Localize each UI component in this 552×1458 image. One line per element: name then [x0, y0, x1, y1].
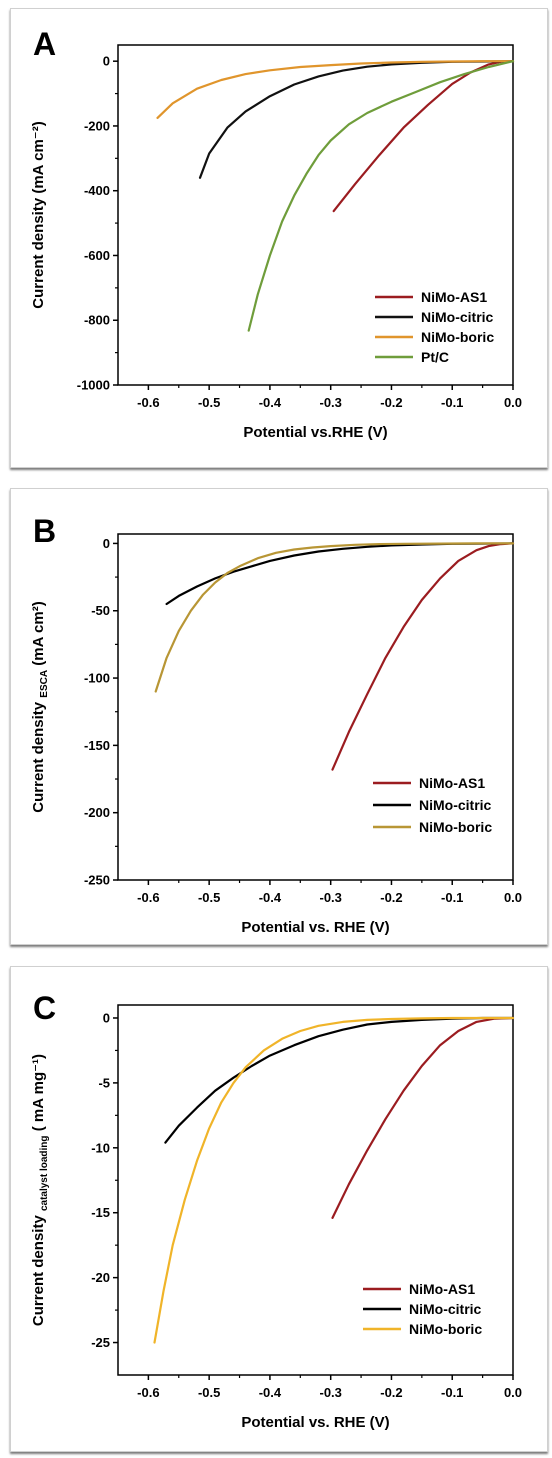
panel-a-x-tick-label: -0.3: [319, 395, 341, 410]
panel-a-x-tick-label: -0.4: [259, 395, 282, 410]
panel-c-x-tick-label: -0.4: [259, 1385, 282, 1400]
panel-a-legend-label-3: Pt/C: [421, 349, 449, 365]
panel-a-card: A -0.6 -0.5 -0.4 -0.3 -0.2 -0.1 0.0 0 -200 -400 -60…: [10, 8, 548, 468]
panel-c-y-axis-title: Current density catalyst loading ( mA mg…: [30, 1054, 50, 1326]
panel-b-y-tick-label: -250: [84, 873, 110, 888]
panel-a-y-tick-label: -200: [84, 118, 110, 133]
panel-c-chart: C -0.6 -0.5 -0.4 -0.3 -0.2 -0.1 0.0 0 -5 -10 -15 -20…: [30, 990, 522, 1431]
panel-b-series-line-0: [331, 542, 515, 771]
panel-c-x-tick-label: -0.5: [198, 1385, 220, 1400]
panel-a-y-tick-label: -400: [84, 183, 110, 198]
panel-c-x-tick-label: -0.3: [319, 1385, 341, 1400]
panel-c-y-tick-label: -20: [91, 1270, 110, 1285]
panel-b-plot-frame: [117, 533, 514, 881]
panel-c-legend-label-1: NiMo-citric: [409, 1301, 482, 1317]
panel-a-y-tick-label: -600: [84, 248, 110, 263]
panel-c-series-line-0: [331, 1016, 515, 1219]
panel-a-y-tick-label: 0: [103, 54, 110, 69]
panel-b-card: B -0.6 -0.5 -0.4 -0.3 -0.2 -0.1 0.0 0 -50 -100 -150…: [10, 488, 548, 945]
panel-b-legend-label-1: NiMo-citric: [419, 797, 492, 813]
panel-c-x-axis-title: Potential vs. RHE (V): [241, 1414, 389, 1431]
panel-a-series-line-2: [156, 60, 515, 120]
panel-b-y-tick-label: -50: [91, 603, 110, 618]
panel-b-y-tick-label: -100: [84, 671, 110, 686]
panel-b-x-tick-label: -0.2: [380, 890, 402, 905]
panel-c-x-tick-label: -0.6: [137, 1385, 159, 1400]
panel-a-legend-label-1: NiMo-citric: [421, 309, 494, 325]
panel-a-legend-label-0: NiMo-AS1: [421, 289, 487, 305]
panel-c-letter: C: [33, 990, 56, 1026]
panel-b-x-tick-label: -0.6: [137, 890, 159, 905]
panel-a-chart: A -0.6 -0.5 -0.4 -0.3 -0.2 -0.1 0.0 0 -200 -400 -60…: [30, 26, 522, 441]
panel-c-y-tick-label: -25: [91, 1335, 110, 1350]
panel-b-legend-label-2: NiMo-boric: [419, 819, 492, 835]
panel-b-y-tick-label: -150: [84, 738, 110, 753]
panel-b-y-tick-label: -200: [84, 805, 110, 820]
panel-b-y-tick-label: 0: [103, 536, 110, 551]
panel-c-legend-label-0: NiMo-AS1: [409, 1281, 475, 1297]
panel-b-x-tick-label: -0.3: [319, 890, 341, 905]
panel-b-legend-label-0: NiMo-AS1: [419, 775, 485, 791]
panel-a-x-tick-label: -0.2: [380, 395, 402, 410]
panel-c-y-tick-label: -10: [91, 1140, 110, 1155]
panel-a-series-line-3: [247, 60, 515, 332]
panel-c-y-tick-label: -5: [98, 1075, 110, 1090]
panel-a-y-axis-title: Current density (mA cm⁻²): [30, 121, 47, 308]
panel-a-legend-label-2: NiMo-boric: [421, 329, 494, 345]
panel-a-y-tick-label: -800: [84, 313, 110, 328]
panel-a-x-tick-label: -0.1: [441, 395, 463, 410]
panel-b-y-axis-title: Current density ESCA (mA cm²): [30, 601, 50, 812]
panel-c-x-tick-label: -0.2: [380, 1385, 402, 1400]
panel-c-plot-frame: [117, 1004, 514, 1376]
panel-a-series-line-0: [332, 60, 515, 213]
panel-c-series-line-2: [153, 1016, 515, 1344]
panel-a-x-tick-label: 0.0: [504, 395, 522, 410]
panel-a-plot-frame: [117, 44, 514, 386]
panel-a-x-tick-label: -0.5: [198, 395, 220, 410]
panel-a-letter: A: [33, 26, 56, 62]
panel-b-x-tick-label: -0.1: [441, 890, 463, 905]
panel-b-series-line-2: [154, 542, 515, 693]
panel-b-x-tick-label: -0.5: [198, 890, 220, 905]
panel-c-x-tick-label: -0.1: [441, 1385, 463, 1400]
panel-b-x-tick-label: 0.0: [504, 890, 522, 905]
panel-b-series-line-1: [165, 542, 515, 606]
panel-b-letter: B: [33, 513, 56, 549]
panel-c-y-tick-label: 0: [103, 1010, 110, 1025]
panel-b-x-tick-label: -0.4: [259, 890, 282, 905]
panel-b-chart: B -0.6 -0.5 -0.4 -0.3 -0.2 -0.1 0.0 0 -50 -100 -150…: [30, 513, 522, 936]
panel-c-legend-label-2: NiMo-boric: [409, 1321, 482, 1337]
panel-b-x-axis-title: Potential vs. RHE (V): [241, 919, 389, 936]
panel-a-x-axis-title: Potential vs.RHE (V): [243, 424, 387, 441]
panel-c-series-line-1: [164, 1016, 515, 1144]
panel-a-y-tick-label: -1000: [77, 378, 110, 393]
panel-c-y-tick-label: -15: [91, 1205, 110, 1220]
panel-c-card: C -0.6 -0.5 -0.4 -0.3 -0.2 -0.1 0.0 0 -5 -10 -15 -20…: [10, 966, 548, 1452]
panel-a-x-tick-label: -0.6: [137, 395, 159, 410]
panel-c-x-tick-label: 0.0: [504, 1385, 522, 1400]
